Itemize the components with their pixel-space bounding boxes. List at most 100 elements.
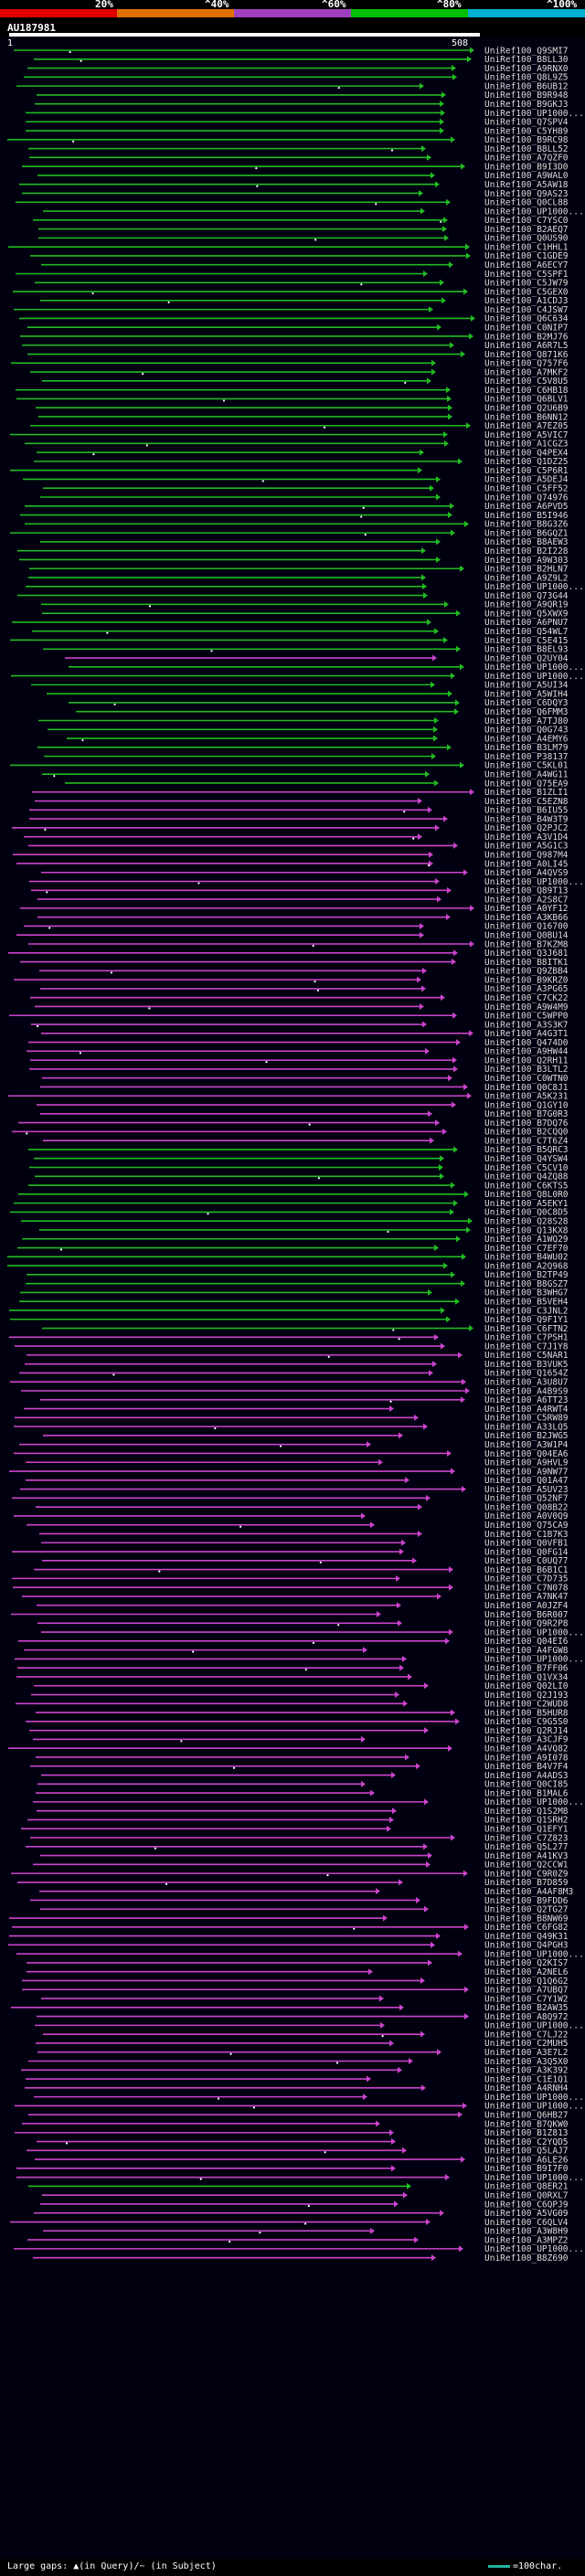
hit-row[interactable]: UniRef100_C7CK22	[30, 993, 569, 1003]
hit-id-label[interactable]: UniRef100_Q4PEX4	[484, 448, 569, 458]
hit-id-label[interactable]: UniRef100_C5V8U5	[484, 376, 569, 387]
hit-row[interactable]: UniRef100_B8EL93	[43, 645, 569, 655]
hit-row[interactable]: UniRef100_Q75CA9	[27, 1521, 569, 1531]
hit-id-label[interactable]: UniRef100_A7UBQ7	[484, 1986, 569, 1996]
hit-row[interactable]: UniRef100_C5RW89	[15, 1414, 569, 1424]
hit-row[interactable]: UniRef100_Q8L0R0	[18, 1190, 569, 1200]
hit-row[interactable]: UniRef100_A3W1P4	[19, 1440, 569, 1450]
hit-id-label[interactable]: UniRef100_B2I228	[484, 546, 569, 557]
hit-row[interactable]: UniRef100_C7D735	[12, 1574, 569, 1585]
hit-id-label[interactable]: UniRef100_B2MJ76	[484, 332, 569, 342]
hit-id-label[interactable]: UniRef100_C6HB18	[484, 386, 569, 396]
hit-row[interactable]: UniRef100_A5VIC7	[10, 430, 569, 440]
hit-id-label[interactable]: UniRef100_B8GSZ7	[484, 1279, 569, 1289]
hit-row[interactable]: UniRef100_C5YH89	[26, 126, 569, 136]
hit-id-label[interactable]: UniRef100_A6R7L5	[484, 341, 569, 351]
hit-id-label[interactable]: UniRef100_Q0CI85	[484, 1780, 569, 1790]
hit-id-label[interactable]: UniRef100_B5HUR8	[484, 1708, 569, 1718]
hit-row[interactable]: UniRef100_B6B1C1	[34, 1565, 569, 1575]
hit-row[interactable]: UniRef100_A4B9S9	[21, 1386, 569, 1396]
hit-row[interactable]: UniRef100_Q4PEX4	[37, 448, 569, 458]
hit-row[interactable]: UniRef100_A9WAL0	[37, 171, 569, 181]
hit-row[interactable]: UniRef100_A9RNX0	[27, 64, 569, 74]
hit-row[interactable]: UniRef100_C0NIP7	[27, 323, 569, 333]
hit-row[interactable]: UniRef100_Q5L277	[26, 1842, 569, 1852]
hit-id-label[interactable]: UniRef100_C6QPJ9	[484, 2200, 569, 2210]
hit-row[interactable]: UniRef100_C5NAR1	[27, 1351, 569, 1361]
hit-row[interactable]: UniRef100_Q871K6	[27, 350, 569, 360]
hit-row[interactable]: UniRef100_A0YF12	[20, 904, 569, 914]
hit-id-label[interactable]: UniRef100_B3WHG7	[484, 1288, 569, 1299]
hit-id-label[interactable]: UniRef100_Q1Q6G2	[484, 1977, 569, 1987]
hit-id-label[interactable]: UniRef100_Q1EFY1	[484, 1825, 569, 1835]
hit-id-label[interactable]: UniRef100_B9FDD6	[484, 1896, 569, 1906]
hit-row[interactable]: UniRef100_A6ECY7	[41, 260, 569, 270]
hit-row[interactable]: UniRef100_UP1000...	[33, 1797, 584, 1807]
hit-id-label[interactable]: UniRef100_A5AW18	[484, 180, 569, 190]
hit-id-label[interactable]: UniRef100_C0WTN0	[484, 1074, 569, 1084]
hit-row[interactable]: UniRef100_Q13KX8	[39, 1225, 569, 1235]
hit-row[interactable]: UniRef100_A4EMY6	[67, 734, 569, 744]
hit-id-label[interactable]: UniRef100_Q1GY10	[484, 1100, 569, 1110]
hit-id-label[interactable]: UniRef100_UP1000...	[484, 1627, 584, 1638]
hit-id-label[interactable]: UniRef100_Q2J193	[484, 1691, 569, 1701]
hit-id-label[interactable]: UniRef100_C9G5S0	[484, 1717, 569, 1727]
hit-id-label[interactable]: UniRef100_Q8L9Z5	[484, 73, 569, 83]
hit-row[interactable]: UniRef100_A3CJF9	[33, 1735, 569, 1745]
hit-id-label[interactable]: UniRef100_C7N078	[484, 1583, 569, 1593]
hit-id-label[interactable]: UniRef100_UP1000...	[484, 2173, 584, 2183]
hit-row[interactable]: UniRef100_B2TP49	[27, 1270, 569, 1280]
hit-id-label[interactable]: UniRef100_Q9F1Y1	[484, 1315, 569, 1325]
hit-row[interactable]: UniRef100_Q9R2P8	[37, 1619, 569, 1629]
hit-row[interactable]: UniRef100_A6PVD5	[25, 502, 569, 512]
hit-row[interactable]: UniRef100_C0WTN0	[42, 1074, 569, 1084]
hit-row[interactable]: UniRef100_A4RNH4	[25, 2083, 569, 2094]
hit-id-label[interactable]: UniRef100_A3CJF9	[484, 1735, 569, 1745]
hit-id-label[interactable]: UniRef100_B8EL93	[484, 645, 569, 655]
hit-row[interactable]: UniRef100_A3K392	[21, 2066, 569, 2076]
hit-id-label[interactable]: UniRef100_UP1000...	[484, 877, 584, 887]
hit-id-label[interactable]: UniRef100_C7Y1W2	[484, 1994, 569, 2004]
hit-id-label[interactable]: UniRef100_Q8L0R0	[484, 1190, 569, 1200]
hit-id-label[interactable]: UniRef100_Q89T13	[484, 886, 569, 896]
hit-id-label[interactable]: UniRef100_C5CV10	[484, 1163, 569, 1173]
hit-id-label[interactable]: UniRef100_Q4ZQ88	[484, 1172, 569, 1182]
hit-id-label[interactable]: UniRef100_C7EF70	[484, 1244, 569, 1254]
hit-id-label[interactable]: UniRef100_B8ITK1	[484, 958, 569, 968]
hit-row[interactable]: UniRef100_B9KRZ0	[14, 975, 569, 985]
hit-row[interactable]: UniRef100_A5G1C3	[28, 842, 569, 852]
hit-id-label[interactable]: UniRef100_B6B1C1	[484, 1565, 569, 1575]
hit-id-label[interactable]: UniRef100_C0NIP7	[484, 323, 569, 333]
hit-id-label[interactable]: UniRef100_B6IU55	[484, 806, 569, 816]
hit-row[interactable]: UniRef100_B2AW35	[11, 2003, 569, 2013]
hit-row[interactable]: UniRef100_B1Z813	[15, 2128, 569, 2138]
hit-row[interactable]: UniRef100_B5VEH4	[19, 1298, 569, 1308]
hit-id-label[interactable]: UniRef100_C5EZN8	[484, 797, 569, 807]
hit-row[interactable]: UniRef100_C1HHL1	[8, 242, 569, 252]
hit-row[interactable]: UniRef100_Q54WL7	[32, 627, 569, 637]
hit-row[interactable]: UniRef100_UP1000...	[41, 1627, 584, 1638]
hit-id-label[interactable]: UniRef100_B7FF06	[484, 1663, 569, 1673]
hit-row[interactable]: UniRef100_C7LJ22	[43, 2030, 569, 2040]
hit-row[interactable]: UniRef100_B8LL52	[28, 144, 569, 154]
hit-row[interactable]: UniRef100_Q0RXL7	[42, 2191, 569, 2201]
hit-id-label[interactable]: UniRef100_Q02LI0	[484, 1681, 569, 1691]
hit-id-label[interactable]: UniRef100_A41KV3	[484, 1851, 569, 1861]
hit-row[interactable]: UniRef100_Q4PGH3	[8, 1941, 569, 1951]
hit-row[interactable]: UniRef100_Q08B22	[36, 1502, 569, 1512]
hit-id-label[interactable]: UniRef100_Q74976	[484, 493, 569, 503]
hit-row[interactable]: UniRef100_Q2J193	[31, 1691, 569, 1701]
hit-id-label[interactable]: UniRef100_UP1000...	[484, 2021, 584, 2031]
hit-id-label[interactable]: UniRef100_Q6HB27	[484, 2110, 569, 2120]
hit-id-label[interactable]: UniRef100_B4WU02	[484, 1253, 569, 1263]
hit-id-label[interactable]: UniRef100_C5RW89	[484, 1414, 569, 1424]
hit-row[interactable]: UniRef100_UP1000...	[14, 2244, 584, 2254]
hit-row[interactable]: UniRef100_B8Z690	[33, 2253, 569, 2263]
hit-id-label[interactable]: UniRef100_C2WUD8	[484, 1700, 569, 1710]
hit-row[interactable]: UniRef100_C5GEX0	[13, 287, 569, 297]
hit-id-label[interactable]: UniRef100_Q0FG14	[484, 1547, 569, 1557]
hit-row[interactable]: UniRef100_C5SPF1	[16, 270, 569, 280]
hit-id-label[interactable]: UniRef100_B3LTL2	[484, 1065, 569, 1075]
hit-row[interactable]: UniRef100_Q04EA6	[14, 1449, 569, 1459]
hit-row[interactable]: UniRef100_A3KB66	[37, 913, 569, 923]
